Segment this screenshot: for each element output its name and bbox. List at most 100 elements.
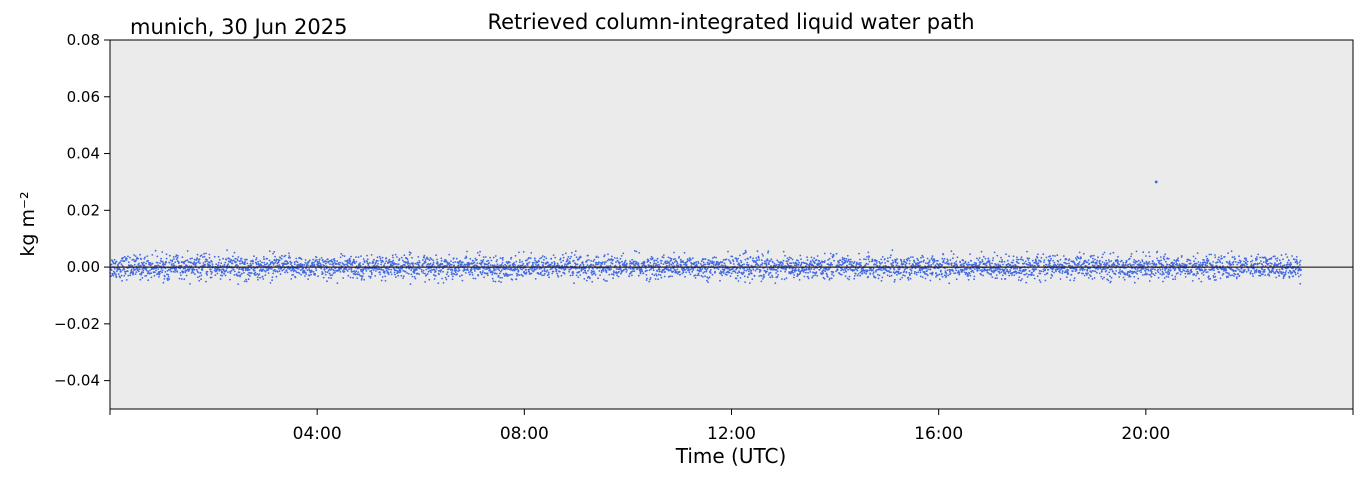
- scatter-point: [541, 274, 543, 277]
- scatter-point: [242, 262, 244, 264]
- scatter-point: [551, 261, 553, 264]
- scatter-point: [1232, 270, 1235, 273]
- scatter-point: [732, 260, 735, 263]
- scatter-point: [310, 273, 312, 276]
- scatter-point: [810, 268, 813, 270]
- scatter-point: [575, 274, 578, 277]
- scatter-point: [802, 271, 805, 273]
- scatter-point: [226, 267, 228, 270]
- scatter-point: [308, 268, 310, 270]
- scatter-point: [384, 275, 387, 278]
- scatter-point: [1051, 274, 1054, 277]
- scatter-point: [432, 273, 435, 276]
- scatter-point: [954, 272, 957, 274]
- scatter-point: [500, 263, 503, 266]
- scatter-point: [392, 259, 395, 262]
- scatter-point: [165, 261, 168, 264]
- scatter-point: [942, 261, 945, 264]
- scatter-point: [1204, 261, 1207, 264]
- scatter-point: [414, 262, 417, 265]
- scatter-point: [472, 277, 475, 280]
- scatter-point: [1155, 263, 1158, 266]
- scatter-point: [1128, 275, 1130, 278]
- scatter-point: [558, 270, 561, 273]
- scatter-point: [681, 272, 684, 275]
- scatter-point: [937, 267, 940, 270]
- scatter-point: [144, 256, 146, 259]
- scatter-point: [1035, 260, 1038, 263]
- scatter-point: [823, 252, 826, 255]
- scatter-point: [366, 254, 368, 257]
- scatter-point: [143, 257, 146, 260]
- scatter-point: [773, 262, 776, 265]
- scatter-point: [929, 268, 932, 271]
- scatter-point: [440, 257, 443, 260]
- scatter-point: [905, 271, 908, 273]
- scatter-point: [384, 262, 386, 265]
- scatter-point: [370, 273, 373, 276]
- scatter-point: [1020, 256, 1023, 258]
- scatter-point: [1211, 264, 1214, 267]
- scatter-point: [506, 275, 509, 278]
- scatter-point: [1261, 268, 1264, 271]
- scatter-point: [829, 277, 831, 280]
- scatter-point: [240, 272, 243, 275]
- scatter-point: [351, 264, 354, 266]
- scatter-point: [533, 261, 535, 264]
- scatter-point: [641, 264, 644, 267]
- scatter-point: [170, 270, 173, 273]
- scatter-point: [200, 254, 203, 257]
- scatter-point: [343, 255, 346, 257]
- scatter-point: [264, 270, 267, 273]
- scatter-point: [418, 264, 420, 267]
- scatter-point: [183, 260, 186, 263]
- scatter-point: [1245, 259, 1247, 262]
- scatter-point: [333, 257, 336, 260]
- scatter-point: [601, 263, 604, 265]
- scatter-point: [587, 270, 589, 272]
- scatter-point: [590, 271, 593, 274]
- scatter-point: [1014, 267, 1017, 270]
- scatter-point: [379, 271, 381, 274]
- scatter-point: [339, 261, 341, 264]
- scatter-point: [616, 259, 619, 262]
- scatter-point: [1149, 263, 1151, 265]
- scatter-point: [1146, 264, 1149, 266]
- scatter-point: [173, 264, 176, 267]
- scatter-point: [417, 256, 420, 258]
- scatter-point: [1002, 270, 1005, 273]
- scatter-point: [484, 268, 486, 270]
- scatter-point: [1011, 274, 1013, 276]
- scatter-point: [676, 268, 679, 271]
- scatter-point: [984, 257, 987, 260]
- scatter-point: [388, 258, 391, 261]
- scatter-point: [357, 256, 360, 259]
- scatter-point: [1213, 276, 1215, 279]
- scatter-point: [675, 259, 677, 262]
- scatter-point: [168, 278, 171, 280]
- scatter-point: [682, 270, 684, 272]
- scatter-point: [440, 259, 443, 262]
- scatter-point: [1006, 259, 1009, 262]
- scatter-point: [1154, 272, 1157, 274]
- scatter-point: [779, 270, 782, 272]
- scatter-point: [556, 274, 559, 277]
- scatter-point: [321, 271, 323, 273]
- scatter-point: [497, 268, 499, 270]
- scatter-point: [1050, 277, 1052, 279]
- scatter-point: [1207, 275, 1210, 277]
- scatter-point: [821, 270, 824, 273]
- scatter-point: [434, 270, 437, 273]
- scatter-point: [919, 264, 921, 267]
- scatter-point: [841, 256, 844, 259]
- scatter-point: [141, 268, 144, 270]
- scatter-point: [350, 270, 353, 273]
- scatter-point: [191, 257, 193, 260]
- scatter-point: [498, 272, 501, 275]
- scatter-point: [901, 276, 903, 279]
- scatter-point: [952, 270, 954, 272]
- scatter-point: [919, 261, 921, 264]
- scatter-point: [338, 269, 341, 272]
- scatter-point: [890, 271, 892, 274]
- scatter-point: [1189, 259, 1192, 262]
